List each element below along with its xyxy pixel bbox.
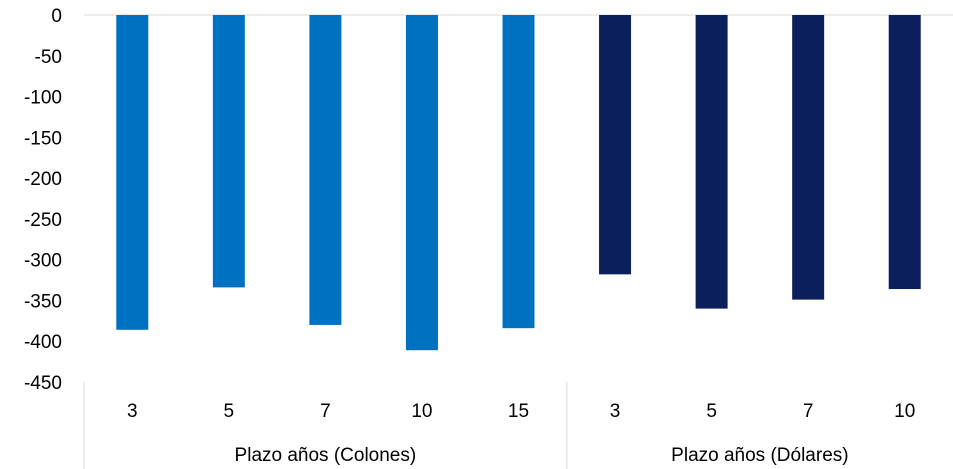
bar-dolares-5	[695, 15, 728, 309]
x-axis: 3 5 7 10 15 3 5 7 10 Plazo años (Colones) Plazo añ…	[83, 382, 915, 469]
x-category-label: 3	[610, 401, 621, 422]
y-tick-label: -450	[24, 373, 62, 394]
y-tick-label: -350	[24, 291, 62, 312]
x-category-label: 5	[706, 401, 717, 422]
y-tick-label: 0	[51, 6, 62, 27]
x-category-label: 10	[411, 401, 432, 422]
bar-colones-7	[309, 15, 342, 325]
x-group-label: Plazo años (Colones)	[235, 445, 417, 466]
bar-dolares-10	[888, 15, 921, 290]
x-category-label: 3	[127, 401, 138, 422]
y-tick-label: -200	[24, 169, 62, 190]
y-tick-label: -150	[24, 128, 62, 149]
x-category-label: 5	[224, 401, 235, 422]
y-tick-label: -100	[24, 88, 62, 109]
bar-colones-5	[212, 15, 245, 288]
bars	[116, 15, 921, 351]
bar-colones-15	[502, 15, 535, 329]
x-group-label: Plazo años (Dólares)	[671, 445, 848, 466]
x-category-label: 10	[894, 401, 915, 422]
bar-colones-3	[116, 15, 149, 330]
bar-dolares-3	[599, 15, 632, 275]
x-category-label: 15	[508, 401, 529, 422]
bar-dolares-7	[792, 15, 825, 300]
y-tick-label: -50	[35, 47, 62, 68]
y-tick-label: -300	[24, 251, 62, 272]
x-category-label: 7	[803, 401, 814, 422]
x-category-label: 7	[320, 401, 331, 422]
y-tick-label: -400	[24, 332, 62, 353]
bar-colones-10	[405, 15, 438, 351]
y-axis: 0 -50 -100 -150 -200 -250 -300 -350 -400 -450	[24, 6, 953, 394]
y-tick-label: -250	[24, 210, 62, 231]
